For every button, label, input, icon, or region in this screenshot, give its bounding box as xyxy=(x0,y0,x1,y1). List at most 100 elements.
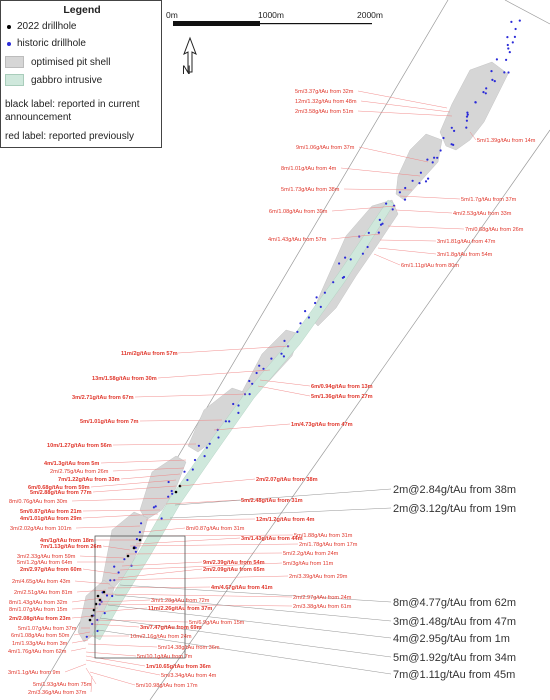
leader-line xyxy=(330,233,381,240)
historic-drillhole-dot xyxy=(358,235,361,238)
red-assay-label: 3m/1.43g/tAu from 44m xyxy=(241,536,303,542)
scale-tick-label: 2000m xyxy=(357,10,383,20)
red-assay-label: 5m/2.48g/tAu from 31m xyxy=(241,498,303,504)
red-assay-label: 1m/1.93g/tAu from 3m xyxy=(12,641,68,647)
red-assay-label: 8m/0.76g/tAu from 30m xyxy=(9,499,68,505)
historic-drillhole-dot xyxy=(377,231,380,234)
red-assay-label: 3m/2.02g/tAu from 101m xyxy=(10,526,72,532)
historic-drillhole-dot xyxy=(208,442,211,445)
historic-drillhole-dot xyxy=(403,198,407,201)
legend-label: 2022 drillhole xyxy=(17,21,77,32)
black-dot-icon xyxy=(7,25,11,29)
red-assay-label: 8m/1.07g/tAu from 15m xyxy=(9,607,68,613)
historic-drillhole-dot xyxy=(491,78,494,81)
drillhole-2022-dot xyxy=(132,546,136,550)
historic-drillhole-dot xyxy=(465,115,469,118)
leader-line xyxy=(340,167,421,177)
red-assay-label: 2m/3.38g/tAu from 61m xyxy=(293,604,352,610)
red-assay-label: 2m/2.97g/tAu from 24m xyxy=(293,595,352,601)
leader-line xyxy=(93,619,189,623)
historic-drillhole-dot xyxy=(134,550,137,553)
leader-line xyxy=(259,379,311,387)
red-assay-label: 4m/1g/tAu from 18m xyxy=(40,538,94,544)
leader-line xyxy=(82,513,159,519)
historic-drillhole-dot xyxy=(465,126,468,129)
red-assay-label: 1m/4.73g/tAu from 47m xyxy=(291,422,353,428)
historic-drillhole-dot xyxy=(191,468,194,471)
historic-drillhole-dot xyxy=(466,113,469,116)
leader-line xyxy=(71,497,171,502)
historic-drillhole-dot xyxy=(508,51,511,54)
historic-drillhole-dot xyxy=(237,404,240,407)
historic-drillhole-dot xyxy=(138,531,141,534)
red-assay-label: 5m/1.93g/tAu from 75m xyxy=(33,682,92,688)
leader-line xyxy=(117,568,203,579)
historic-drillhole-dot xyxy=(439,149,442,152)
leader-line xyxy=(257,385,311,397)
leader-line xyxy=(89,671,136,686)
historic-drillhole-dot xyxy=(418,182,421,185)
red-assay-label: 3m/1.81g/tAu from 47m xyxy=(437,239,496,245)
red-assay-label: 10m/2.16g/tAu from 24m xyxy=(130,634,192,640)
historic-drillhole-dot xyxy=(385,202,388,205)
leader-line xyxy=(129,543,299,547)
leader-line xyxy=(97,603,293,607)
legend-note-line1: black label: reported in current xyxy=(5,99,140,110)
historic-drillhole-dot xyxy=(344,256,347,259)
red-assay-label: 2m/2.09g/tAu from 65m xyxy=(203,567,265,573)
red-assay-label: 4m/1.43g/tAu from 57m xyxy=(268,237,327,243)
historic-drillhole-dot xyxy=(258,364,261,367)
historic-drillhole-dot xyxy=(248,379,251,383)
historic-drillhole-dot xyxy=(123,558,126,561)
historic-drillhole-dot xyxy=(424,180,428,183)
historic-drillhole-dot xyxy=(140,522,143,525)
historic-drillhole-dot xyxy=(332,281,335,284)
red-assay-label: 11m/2g/tAu from 57m xyxy=(121,351,178,357)
historic-drillhole-dot xyxy=(103,612,106,615)
leader-line xyxy=(107,604,392,639)
historic-drillhole-dot xyxy=(482,91,485,94)
historic-drillhole-dot xyxy=(511,41,514,44)
red-assay-label: 6m/1.08g/tAu from 50m xyxy=(11,633,70,639)
leader-line xyxy=(114,594,392,622)
leader-line xyxy=(97,629,392,675)
red-assay-label: 5m/3g/tAu from 11m xyxy=(283,561,334,567)
historic-drillhole-dot xyxy=(518,19,521,22)
historic-drillhole-dot xyxy=(404,186,407,190)
historic-drillhole-dot xyxy=(452,143,455,146)
historic-drillhole-dot xyxy=(205,446,208,449)
boundary-line xyxy=(504,0,550,25)
historic-drillhole-dot xyxy=(237,411,240,414)
red-assay-label: 11m/2.26g/tAu from 37m xyxy=(148,606,212,612)
leader-line xyxy=(169,507,392,519)
red-assay-label: 5m/1.2g/tAu from 64m xyxy=(17,560,73,566)
historic-drillhole-dot xyxy=(85,635,88,638)
red-assay-label: 5m/6.9g/tAu from 15m xyxy=(189,620,245,626)
leader-line xyxy=(174,488,392,506)
leader-line xyxy=(387,225,465,230)
leader-line xyxy=(120,473,181,480)
leader-line xyxy=(357,110,453,117)
historic-drillhole-dot xyxy=(111,594,114,598)
scale-bar-segment xyxy=(260,23,372,25)
leader-line xyxy=(358,146,429,163)
red-assay-label: 4m/2.53g/tAu from 33m xyxy=(453,211,512,217)
red-labels: 5m/3.37g/tAu from 32m 12m/1.32g/tAu from … xyxy=(8,89,536,696)
historic-drillhole-dot xyxy=(442,136,445,140)
red-assay-label: 2m/3.36g/tAu from 37m xyxy=(28,690,87,696)
north-arrow-letter: N xyxy=(182,63,191,77)
historic-drillhole-dot xyxy=(484,92,487,95)
red-assay-label: 5m/1.01g/tAu from 7m xyxy=(80,419,138,425)
legend-note-line1: red label: reported previously xyxy=(5,131,134,142)
legend-panel: Legend 2022 drillhole historic drillhole… xyxy=(0,0,162,148)
leader-line xyxy=(379,239,437,242)
historic-drillhole-dot xyxy=(160,517,163,520)
red-assay-label: 5m/1.73g/tAu from 38m xyxy=(281,187,340,193)
leader-line xyxy=(75,525,141,529)
red-assay-label: 5m/1.07g/tAu from 37m xyxy=(18,626,77,632)
leader-line xyxy=(360,100,451,113)
red-assay-label: 3m/2.33g/tAu from 59m xyxy=(17,554,76,560)
historic-drillhole-dot xyxy=(228,420,231,423)
red-assay-label: 5m/10.98g/tAu from 17m xyxy=(136,683,198,689)
leader-line xyxy=(71,597,103,603)
